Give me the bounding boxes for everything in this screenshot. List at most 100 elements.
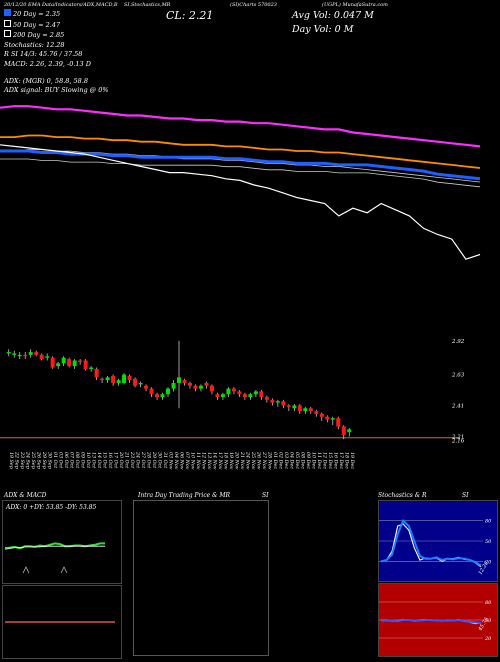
panel-y-tick: 50 [485,618,492,624]
x-tick-label: 24 Nov [244,451,250,470]
x-tick-label: 08 Dec [299,452,305,469]
candle-body [292,405,297,409]
candle-body [39,354,44,360]
x-tick-label: 30 Sep [47,452,53,469]
candle-body [149,388,154,395]
macd-panel [2,585,122,659]
y-tick-label: 2.16 [451,439,465,445]
candle-body [23,354,28,357]
candle-body [67,359,72,367]
x-tick-label: 01 Dec [272,452,278,469]
candle-body [155,394,160,398]
x-tick-label: 26 Nov [255,451,261,470]
header-source: (UGPL) MunafaSutra.com [322,2,388,8]
x-tick-label: 24 Sep [25,451,31,469]
x-tick-label: 12 Nov [200,452,206,470]
x-tick-label: 23 Sep [19,451,25,469]
x-tick-label: 04 Dec [288,452,294,469]
x-tick-label: 29 Oct [151,451,157,468]
candle-body [122,374,127,383]
x-tick-label: 12 Dec [321,452,327,469]
x-tick-label: 06 Nov [179,452,185,470]
x-tick-label: 14 Nov [211,452,217,470]
candle-body [78,360,83,362]
ema-legend: 20 Day = 2.35 50 Day = 2.47 200 Day = 2.… [4,9,91,69]
x-tick-label: 15 Oct [102,452,108,468]
x-tick-label: 21 Nov [239,451,245,470]
ema50-swatch [4,19,11,27]
panel-y-tick: 50 [485,539,492,545]
intraday-title: Intra Day Trading Price & MR [138,492,231,499]
candle-body [17,354,22,357]
candle-body [220,394,225,398]
ema20-line [0,149,481,181]
candle-body [105,377,110,381]
candle-body [198,385,203,389]
ema20-line-band [0,158,481,188]
candle-body [138,382,143,385]
ema200-line [0,105,481,148]
candle-body [133,378,138,386]
x-tick-label: 07 Oct [69,452,75,468]
x-tick-label: 11 Nov [195,452,201,470]
panel-series-line [4,545,105,549]
x-tick-label: 02 Dec [277,452,283,469]
candle-body [281,401,286,406]
candle-body [226,388,231,395]
candle-body [215,394,220,398]
x-tick-label: 27 Oct [140,451,146,468]
x-tick-label: 05 Dec [294,452,300,469]
x-tick-label: 25 Sep [30,451,36,469]
x-tick-label: 26 Sep [36,451,42,469]
candle-body [286,405,291,407]
x-tick-label: 08 Oct [74,452,80,468]
stoch-si-label: SI [462,492,469,499]
ema20-row: 20 Day = 2.35 [4,9,91,20]
x-tick-label: 16 Oct [107,452,113,468]
ema50-row: 50 Day = 2.47 [4,19,91,31]
candle-body [347,429,352,433]
adx-spike [22,566,30,574]
candle-body [50,357,55,368]
ema200-label: 200 Day = 2.85 [13,31,65,39]
adx-spike [60,566,68,574]
panel-series-line [380,523,482,568]
x-tick-label: 09 Oct [80,452,86,468]
candle-body [34,352,39,355]
y-tick-label: 2.92 [451,339,465,345]
panel-value-label: 12.28 [478,560,490,575]
candle-body [209,385,214,392]
panel-y-tick: 80 [485,600,492,606]
header-title: 20/12/20 EMA Data/Indicators/ADX,MACD,B [4,2,118,8]
stochastics-value: Stochastics: 12.28 [4,40,65,49]
ema200-row: 200 Day = 2.85 [4,30,91,41]
x-tick-label: 31 Oct [162,452,168,468]
candle-body [264,397,269,400]
candle-body [89,367,94,369]
candle-body [45,356,50,358]
candle-body [193,385,198,389]
x-tick-label: 24 Oct [135,451,141,468]
candle-body [248,394,253,398]
x-tick-label: 25 Nov [250,451,256,470]
candle-body [127,375,132,381]
panel-series-line [381,618,482,624]
candle-body [177,377,181,383]
candle-body [6,352,11,354]
candle-body [100,378,105,381]
candle-body [61,357,66,364]
ema50-label: 50 Day = 2.47 [13,20,61,29]
candle-body [111,375,116,383]
ema20-label: 20 Day = 2.35 [13,10,61,18]
candlestick-chart: 2.922.632.412.212.16 19 Sep 22 Sep 23 Sep 2… [0,339,465,470]
x-tick-label: 15 Dec [327,452,333,469]
x-tick-label: 11 Dec [316,452,322,469]
candle-body [270,399,275,403]
ema200-swatch [4,30,11,37]
candle-body [160,394,165,398]
close-price: CL: 2.21 [166,9,214,22]
ema20-swatch [4,9,11,16]
candle-body [144,385,149,389]
candle-body [319,413,324,417]
x-tick-label: 23 Oct [129,451,135,468]
